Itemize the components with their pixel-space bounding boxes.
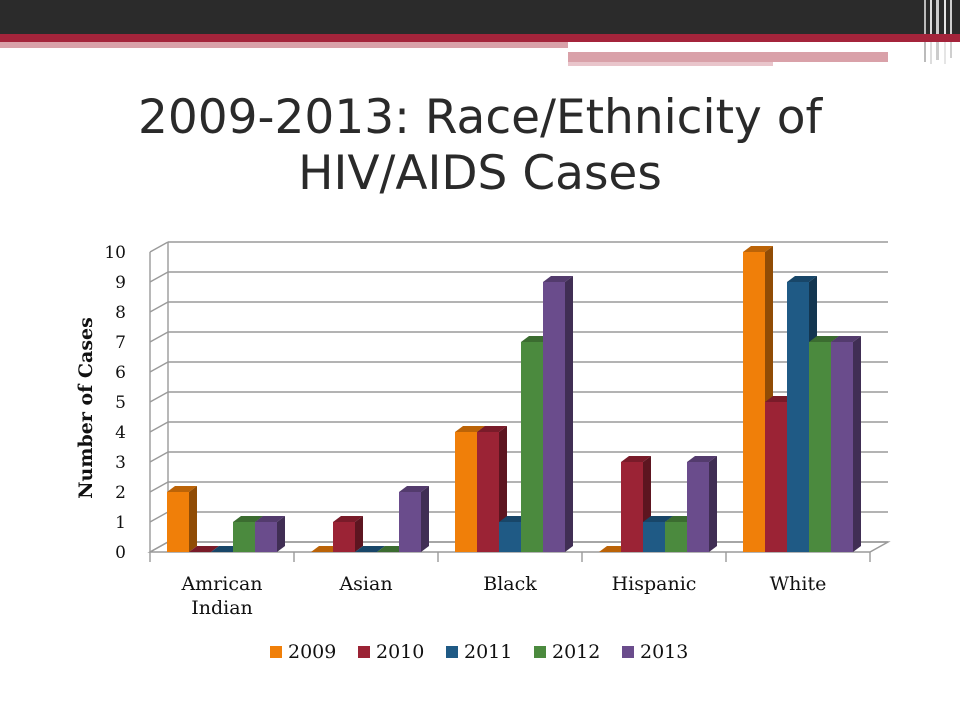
- accent-stripe-pink: [0, 42, 568, 48]
- accent-stripe-pink-right: [568, 52, 888, 62]
- gridline-side: [149, 361, 169, 373]
- x-category-label: White: [770, 573, 827, 595]
- y-tick-label: 3: [115, 453, 126, 473]
- y-tick-label: 1: [115, 513, 126, 533]
- gridline-side: [149, 331, 169, 343]
- legend-swatch: [534, 646, 546, 658]
- gridline-side: [149, 391, 169, 403]
- title-bar-band: [0, 0, 960, 34]
- bar-2013-asian: [399, 486, 429, 552]
- bar-2013-black: [543, 276, 573, 552]
- legend-label: 2010: [376, 641, 424, 663]
- x-category-label: Amrican Indian: [180, 573, 262, 619]
- x-category-label: Asian: [338, 573, 392, 595]
- y-tick-label: 4: [115, 423, 126, 443]
- accent-stripe-pink-thin: [568, 62, 773, 66]
- gridline-side: [149, 421, 169, 433]
- y-tick-label: 8: [115, 303, 126, 323]
- y-axis-title: Number of Cases: [75, 317, 97, 499]
- legend-swatch: [270, 646, 282, 658]
- legend-swatch: [446, 646, 458, 658]
- y-tick-label: 10: [104, 243, 126, 263]
- gridline-side: [149, 511, 169, 523]
- bar-2011-asian: [355, 546, 385, 552]
- bar-2010-asian: [333, 516, 363, 552]
- slide-title: 2009-2013: Race/Ethnicity of HIV/AIDS Ca…: [137, 90, 823, 201]
- x-category-label: Black: [483, 573, 537, 595]
- gridline-side: [149, 241, 169, 253]
- y-tick-label: 5: [115, 393, 126, 413]
- gridline-side: [149, 451, 169, 463]
- bar-2013-white: [831, 336, 861, 552]
- legend-label: 2012: [552, 641, 600, 663]
- gridline-side: [149, 301, 169, 313]
- bar-2010-amrican-indian: [189, 546, 219, 552]
- accent-stripe-red: [0, 34, 960, 42]
- gridline-side: [149, 481, 169, 493]
- y-tick-label: 0: [115, 543, 126, 563]
- legend-label: 2013: [640, 641, 688, 663]
- decorative-lines: [924, 0, 952, 64]
- legend-label: 2011: [464, 641, 512, 663]
- x-category-label: Hispanic: [612, 573, 697, 595]
- bar-chart: 0 1 2 3 4 5 6 7 8 9 10 Amrican Indian Asian Black Hispa…: [75, 241, 891, 663]
- y-tick-label: 2: [115, 483, 126, 503]
- y-tick-label: 6: [115, 363, 126, 383]
- y-tick-label: 9: [115, 273, 126, 293]
- legend-swatch: [622, 646, 634, 658]
- y-tick-label: 7: [115, 333, 126, 353]
- bar-2013-amrican-indian: [255, 516, 285, 552]
- bar-2013-hispanic: [687, 456, 717, 552]
- legend-label: 2009: [288, 641, 336, 663]
- gridline-side: [149, 271, 169, 283]
- legend-swatch: [358, 646, 370, 658]
- bar-2009-amrican-indian: [167, 486, 197, 552]
